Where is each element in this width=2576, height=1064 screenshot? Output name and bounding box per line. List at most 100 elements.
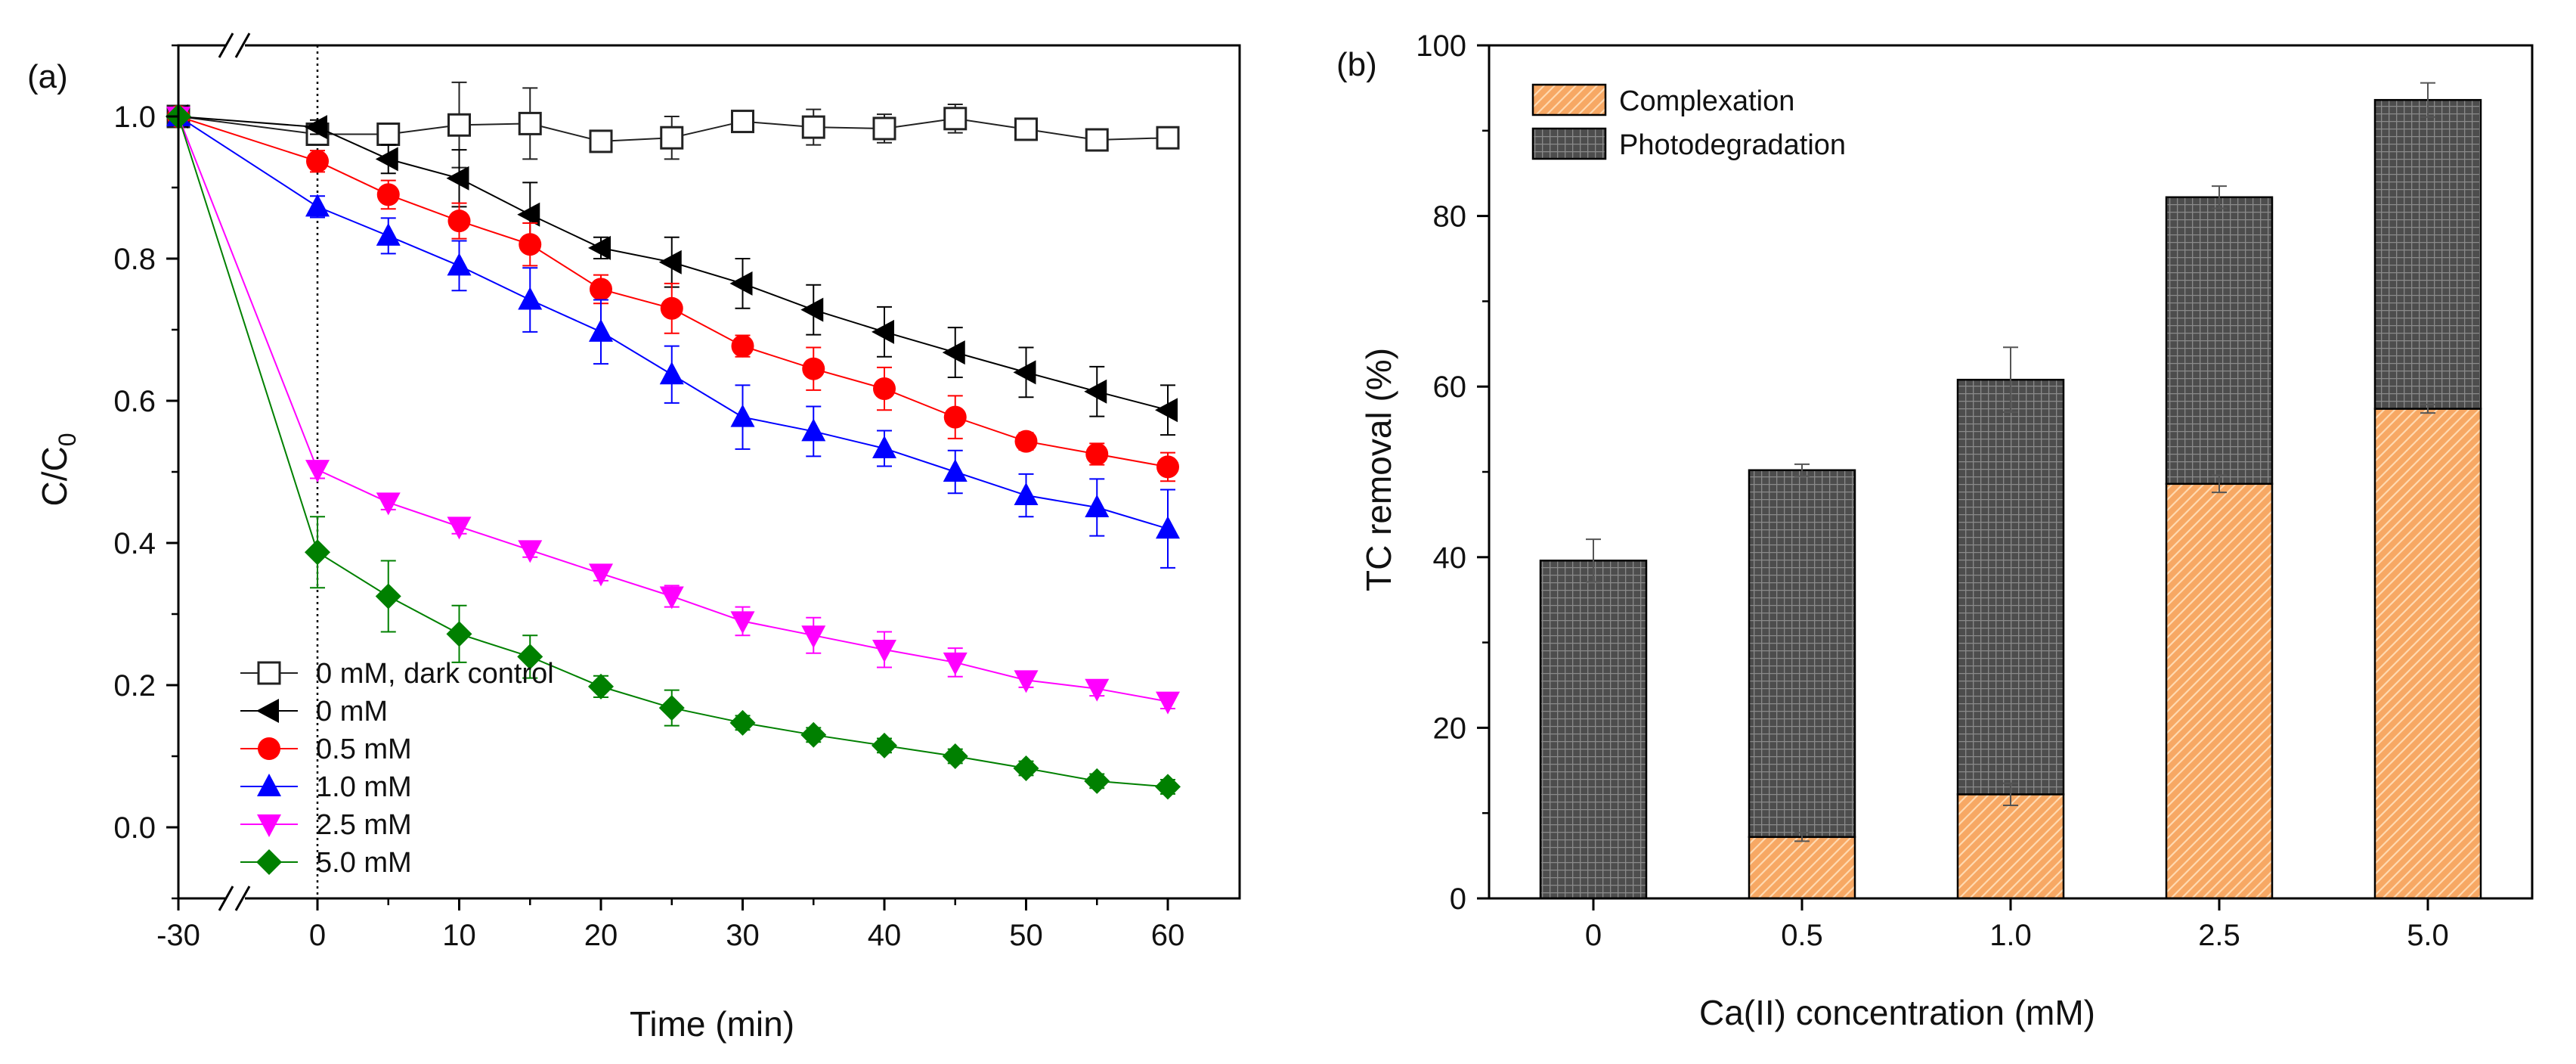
panel-a-axis-break-mark [218,33,251,58]
panel-a-legend-marker [257,814,281,837]
panel-b-bar-group [2165,185,2274,900]
panel-a-data-point [729,709,756,736]
panel-a-legend-label: 0.5 mM [316,734,412,765]
panel-a-data-point [518,111,542,135]
panel-a-data-point [873,377,896,401]
panel-a-data-point [1155,774,1181,800]
panel-a-legend-item: 2.5 mM [240,809,412,841]
panel-b-error-bar-complexation [2212,474,2227,494]
panel-a-data-point [446,166,469,191]
panel-a-data-point [730,611,755,634]
panel-a-data-point [731,110,754,134]
panel-a-data-point [943,459,968,482]
panel-a-legend-marker [256,699,279,723]
panel-a-y-tick-label: 0.8 [113,243,156,276]
panel-a-data-point [306,150,329,173]
panel-a-data-point [802,357,825,380]
panel-b-y-tick-label: 80 [1433,200,1467,234]
panel-a-data-point [1014,430,1038,453]
panel-a-y-tick-label: 1.0 [113,101,156,134]
panel-a-data-point [801,115,825,139]
panel-b-x-tick-label: 0.5 [1781,919,1823,952]
panel-b: (b) 0 20 40 60 80 100 0 0.5 1.0 2.5 5.0 Ca(II) con… [1336,29,2534,1032]
panel-b-y-tick-label: 40 [1433,541,1467,575]
panel-a-data-point [518,540,543,563]
panel-a-data-point [801,418,826,442]
panel-a-data-point [942,340,965,365]
panel-a-data-point [305,539,330,566]
panel-b-bar-photodegradation [1956,378,2065,796]
panel-a-data-point [518,287,543,310]
panel-a-data-point [659,586,684,610]
panel-a-data-point [375,583,401,610]
panel-a-x-tick-label: 30 [726,919,760,952]
panel-a-data-point [517,202,540,227]
panel-b-bar-photodegradation [1539,560,1648,900]
panel-a-data-point [589,318,613,342]
panel-a-data-point [1084,379,1107,404]
panel-a-data-point [1155,398,1178,423]
panel-a-data-point [730,404,755,427]
panel-b-error-bar-total [2420,82,2435,118]
panel-a-data-point [1014,482,1039,506]
panel-a-data-point [376,222,401,246]
panel-b-bar-group [2373,82,2482,900]
panel-a-x-tick-label: 60 [1151,919,1185,952]
panel-a-data-point [1085,128,1109,152]
panel-a-series-line [178,116,1169,411]
panel-a-plot-area [166,81,1181,800]
panel-b-bar-photodegradation [1748,469,1856,839]
panel-a-data-point [590,278,612,301]
panel-a-data-point [517,644,543,670]
panel-a-data-point [658,695,685,721]
panel-a-legend-label: 0 mM [316,696,388,727]
panel-a-data-point [588,235,611,260]
panel-a-legend-marker [257,774,281,796]
panel-a-series-line [178,116,1169,468]
panel-a-data-point [658,250,682,275]
panel-a-data-point [1013,360,1036,385]
panel-b-error-bar-total [1586,538,1601,583]
panel-b-bar-complexation [2373,408,2482,900]
panel-a-data-point [519,233,542,256]
panel-b-y-axis-title: TC removal (%) [1359,348,1398,591]
panel-b-bar-complexation [2165,482,2274,900]
panel-a-y-tick-label: 0.0 [113,811,156,845]
panel-a-data-point [872,640,896,662]
panel-a-legend-item: 0 mM [240,696,388,727]
panel-a-data-point [1156,455,1179,479]
panel-a-y-axis-title: C/C0 [35,433,81,506]
panel-a-data-point [943,107,968,131]
panel-a-data-point [659,361,684,385]
panel-a-data-point [447,113,471,137]
panel-a-x-tick-label: -30 [156,919,200,952]
panel-b-bar-photodegradation [2165,196,2274,485]
panel-a-x-tick-label: 50 [1009,919,1043,952]
panel-b-bar-group [1748,463,1856,900]
panel-a-x-tick-label: 0 [309,919,326,952]
panel-a-data-point [305,460,330,483]
panel-b-legend-swatch [1531,83,1607,116]
panel-a-series-line [178,116,1169,703]
panel-a-legend-item: 5.0 mM [240,847,412,879]
panel-a-data-point [943,652,968,675]
panel-a-axes: -30 0 10 20 30 40 50 60 0.0 0.2 0.4 0.6 0.8 1.0 [113,33,1241,952]
panel-a-legend-marker [257,661,281,685]
panel-a-data-point [1014,117,1038,141]
panel-b-x-axis-title: Ca(II) concentration (mM) [1699,993,2095,1032]
panel-b-legend-swatch [1531,127,1607,160]
panel-a-data-point [1156,126,1180,150]
panel-a-legend: 0 mM, dark control 0 mM 0.5 mM 1.0 mM 2.5 mM… [240,658,554,879]
panel-a-x-tick-label: 10 [442,919,476,952]
panel-b-error-bar-complexation [2003,782,2018,807]
panel-a-data-point [375,147,398,172]
panel-a-axis-break-mark [218,886,251,911]
panel-a-series-2 [167,105,1179,482]
panel-a-data-point [1085,495,1110,517]
panel-b-legend-label: Complexation [1619,85,1794,117]
panel-b-error-bar-total [2003,346,2018,414]
panel-a-data-point [872,435,896,458]
panel-b-x-tick-label: 5.0 [2407,919,2449,952]
panel-a-data-point [872,116,896,141]
panel-a-series-line [178,116,1169,142]
